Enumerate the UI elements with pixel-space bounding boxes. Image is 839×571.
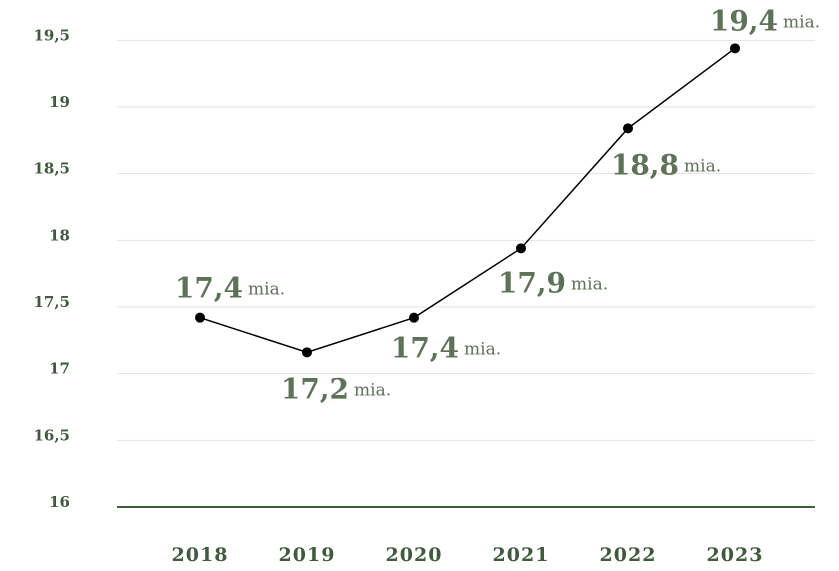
point [730,43,740,54]
line [199,47,736,354]
x-tick-label: 2020 [386,544,443,566]
value-number: 17,9 [498,266,566,299]
x-tick-label: 2018 [172,544,229,566]
value-label: 18,8 mia. [611,148,721,181]
x-tick-label: 2022 [600,544,657,566]
point [516,243,526,254]
y-tick-label: 18,5 [33,160,70,178]
y-tick-label: 17,5 [33,293,70,311]
value-number: 17,4 [391,331,459,364]
x-tick-label: 2021 [493,544,550,566]
y-tick-label: 17 [49,360,70,378]
value-unit: mia. [783,12,820,32]
value-number: 19,4 [710,4,778,37]
y-tick-label: 18 [49,226,70,244]
value-label: 17,9 mia. [498,266,608,299]
x-tick-label: 2019 [279,544,336,566]
value-number: 18,8 [611,148,679,181]
point [623,123,633,134]
value-label: 17,4 mia. [391,331,501,364]
y-tick-label: 19,5 [33,26,70,44]
y-tick-label: 16 [49,493,70,511]
value-unit: mia. [684,156,721,176]
point [195,312,205,323]
value-number: 17,2 [281,372,349,405]
x-tick-label: 2023 [707,544,764,566]
value-unit: mia. [248,279,285,299]
point [409,312,419,323]
value-unit: mia. [571,274,608,294]
y-tick-label: 16,5 [33,426,70,444]
value-label: 17,2 mia. [281,372,391,405]
value-number: 17,4 [175,271,243,304]
value-unit: mia. [354,380,391,400]
value-label: 17,4 mia. [175,271,285,304]
point [302,347,312,358]
value-label: 19,4 mia. [710,4,820,37]
value-unit: mia. [464,339,501,359]
y-tick-label: 19 [49,93,70,111]
